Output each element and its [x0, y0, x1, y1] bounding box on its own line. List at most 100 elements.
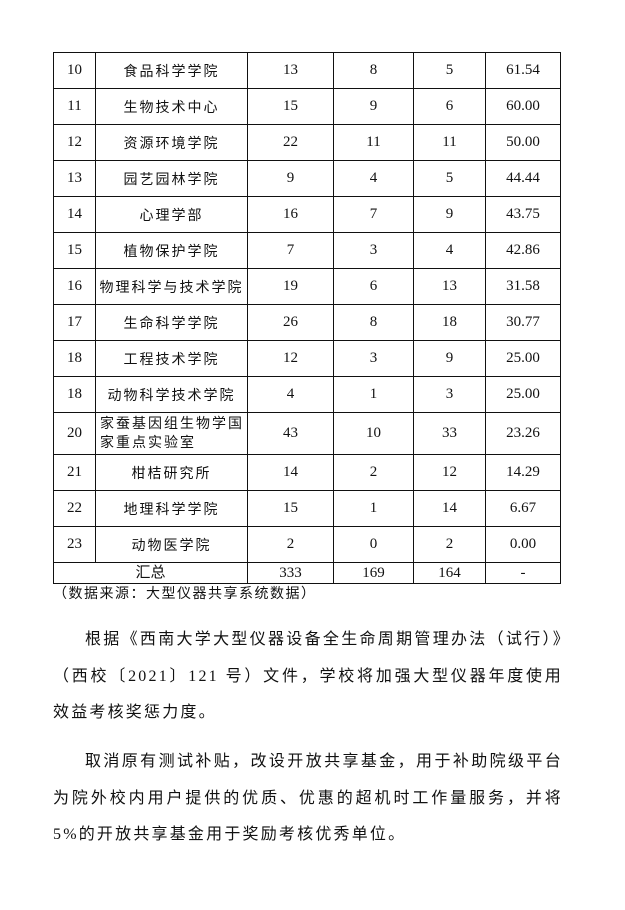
- table-row: 15 植物保护学院 7 3 4 42.86: [53, 232, 561, 269]
- rate-cell: 60.00: [485, 88, 561, 125]
- table-row: 13 园艺园林学院 9 4 5 44.44: [53, 160, 561, 197]
- b-cell: 18: [413, 304, 486, 341]
- table-row: 21 柑桔研究所 14 2 12 14.29: [53, 454, 561, 491]
- summary-a: 169: [333, 562, 414, 584]
- table-row: 17 生命科学学院 26 8 18 30.77: [53, 304, 561, 341]
- total-cell: 22: [247, 124, 334, 161]
- total-cell: 15: [247, 88, 334, 125]
- total-cell: 15: [247, 490, 334, 527]
- a-cell: 9: [333, 88, 414, 125]
- rate-cell: 50.00: [485, 124, 561, 161]
- rate-cell: 0.00: [485, 526, 561, 563]
- rank-cell: 13: [53, 160, 96, 197]
- rank-cell: 12: [53, 124, 96, 161]
- rate-cell: 14.29: [485, 454, 561, 491]
- unit-cell: 地理科学学院: [95, 490, 248, 527]
- b-cell: 6: [413, 88, 486, 125]
- total-cell: 43: [247, 412, 334, 455]
- a-cell: 1: [333, 490, 414, 527]
- b-cell: 13: [413, 268, 486, 305]
- unit-cell: 食品科学学院: [95, 52, 248, 89]
- unit-cell: 动物医学院: [95, 526, 248, 563]
- table-row: 16 物理科学与技术学院 19 6 13 31.58: [53, 268, 561, 305]
- a-cell: 4: [333, 160, 414, 197]
- paragraph: 根据《西南大学大型仪器设备全生命周期管理办法（试行）》（西校〔2021〕121 …: [53, 631, 563, 721]
- total-cell: 2: [247, 526, 334, 563]
- a-cell: 0: [333, 526, 414, 563]
- paragraph: 取消原有测试补贴，改设开放共享基金，用于补助院级平台为院外校内用户提供的优质、优…: [53, 753, 563, 843]
- a-cell: 8: [333, 304, 414, 341]
- a-cell: 11: [333, 124, 414, 161]
- table-row: 11 生物技术中心 15 9 6 60.00: [53, 88, 561, 125]
- a-cell: 8: [333, 52, 414, 89]
- rank-cell: 14: [53, 196, 96, 233]
- total-cell: 4: [247, 376, 334, 413]
- table-row: 23 动物医学院 2 0 2 0.00: [53, 526, 561, 563]
- source-note: （数据来源：大型仪器共享系统数据）: [53, 587, 317, 602]
- rate-cell: 42.86: [485, 232, 561, 269]
- b-cell: 5: [413, 52, 486, 89]
- rank-cell: 11: [53, 88, 96, 125]
- unit-cell: 家蚕基因组生物学国家重点实验室: [95, 412, 248, 455]
- total-cell: 16: [247, 196, 334, 233]
- rank-cell: 18: [53, 376, 96, 413]
- table-row: 10 食品科学学院 13 8 5 61.54: [53, 52, 561, 89]
- rate-cell: 31.58: [485, 268, 561, 305]
- rate-cell: 6.67: [485, 490, 561, 527]
- a-cell: 3: [333, 340, 414, 377]
- b-cell: 2: [413, 526, 486, 563]
- unit-cell: 动物科学技术学院: [95, 376, 248, 413]
- total-cell: 13: [247, 52, 334, 89]
- summary-label: 汇总: [53, 562, 248, 584]
- unit-cell: 柑桔研究所: [95, 454, 248, 491]
- rank-cell: 23: [53, 526, 96, 563]
- table-row: 18 动物科学技术学院 4 1 3 25.00: [53, 376, 561, 413]
- table-row: 20 家蚕基因组生物学国家重点实验室 43 10 33 23.26: [53, 412, 561, 455]
- rank-cell: 10: [53, 52, 96, 89]
- rate-cell: 43.75: [485, 196, 561, 233]
- unit-cell: 心理学部: [95, 196, 248, 233]
- a-cell: 2: [333, 454, 414, 491]
- rate-cell: 23.26: [485, 412, 561, 455]
- a-cell: 1: [333, 376, 414, 413]
- unit-cell: 工程技术学院: [95, 340, 248, 377]
- rank-cell: 20: [53, 412, 96, 455]
- total-cell: 7: [247, 232, 334, 269]
- rank-cell: 22: [53, 490, 96, 527]
- rank-cell: 17: [53, 304, 96, 341]
- rate-cell: 25.00: [485, 376, 561, 413]
- rate-cell: 30.77: [485, 304, 561, 341]
- b-cell: 4: [413, 232, 486, 269]
- unit-cell: 园艺园林学院: [95, 160, 248, 197]
- b-cell: 9: [413, 340, 486, 377]
- unit-cell: 植物保护学院: [95, 232, 248, 269]
- rank-cell: 21: [53, 454, 96, 491]
- summary-row: 汇总 333 169 164 -: [53, 562, 561, 584]
- unit-cell: 资源环境学院: [95, 124, 248, 161]
- b-cell: 12: [413, 454, 486, 491]
- a-cell: 10: [333, 412, 414, 455]
- table-row: 12 资源环境学院 22 11 11 50.00: [53, 124, 561, 161]
- total-cell: 14: [247, 454, 334, 491]
- b-cell: 33: [413, 412, 486, 455]
- b-cell: 3: [413, 376, 486, 413]
- unit-ranking-table: 10 食品科学学院 13 8 5 61.54 11 生物技术中心 15 9 6 60.00 12 资源环境…: [53, 52, 561, 584]
- unit-cell: 生物技术中心: [95, 88, 248, 125]
- a-cell: 7: [333, 196, 414, 233]
- b-cell: 11: [413, 124, 486, 161]
- rank-cell: 16: [53, 268, 96, 305]
- rate-cell: 61.54: [485, 52, 561, 89]
- rank-cell: 18: [53, 340, 96, 377]
- total-cell: 26: [247, 304, 334, 341]
- unit-cell: 生命科学学院: [95, 304, 248, 341]
- a-cell: 3: [333, 232, 414, 269]
- table-row: 14 心理学部 16 7 9 43.75: [53, 196, 561, 233]
- b-cell: 5: [413, 160, 486, 197]
- rate-cell: 44.44: [485, 160, 561, 197]
- total-cell: 9: [247, 160, 334, 197]
- a-cell: 6: [333, 268, 414, 305]
- table-row: 22 地理科学学院 15 1 14 6.67: [53, 490, 561, 527]
- summary-total: 333: [247, 562, 334, 584]
- rate-cell: 25.00: [485, 340, 561, 377]
- table-row: 18 工程技术学院 12 3 9 25.00: [53, 340, 561, 377]
